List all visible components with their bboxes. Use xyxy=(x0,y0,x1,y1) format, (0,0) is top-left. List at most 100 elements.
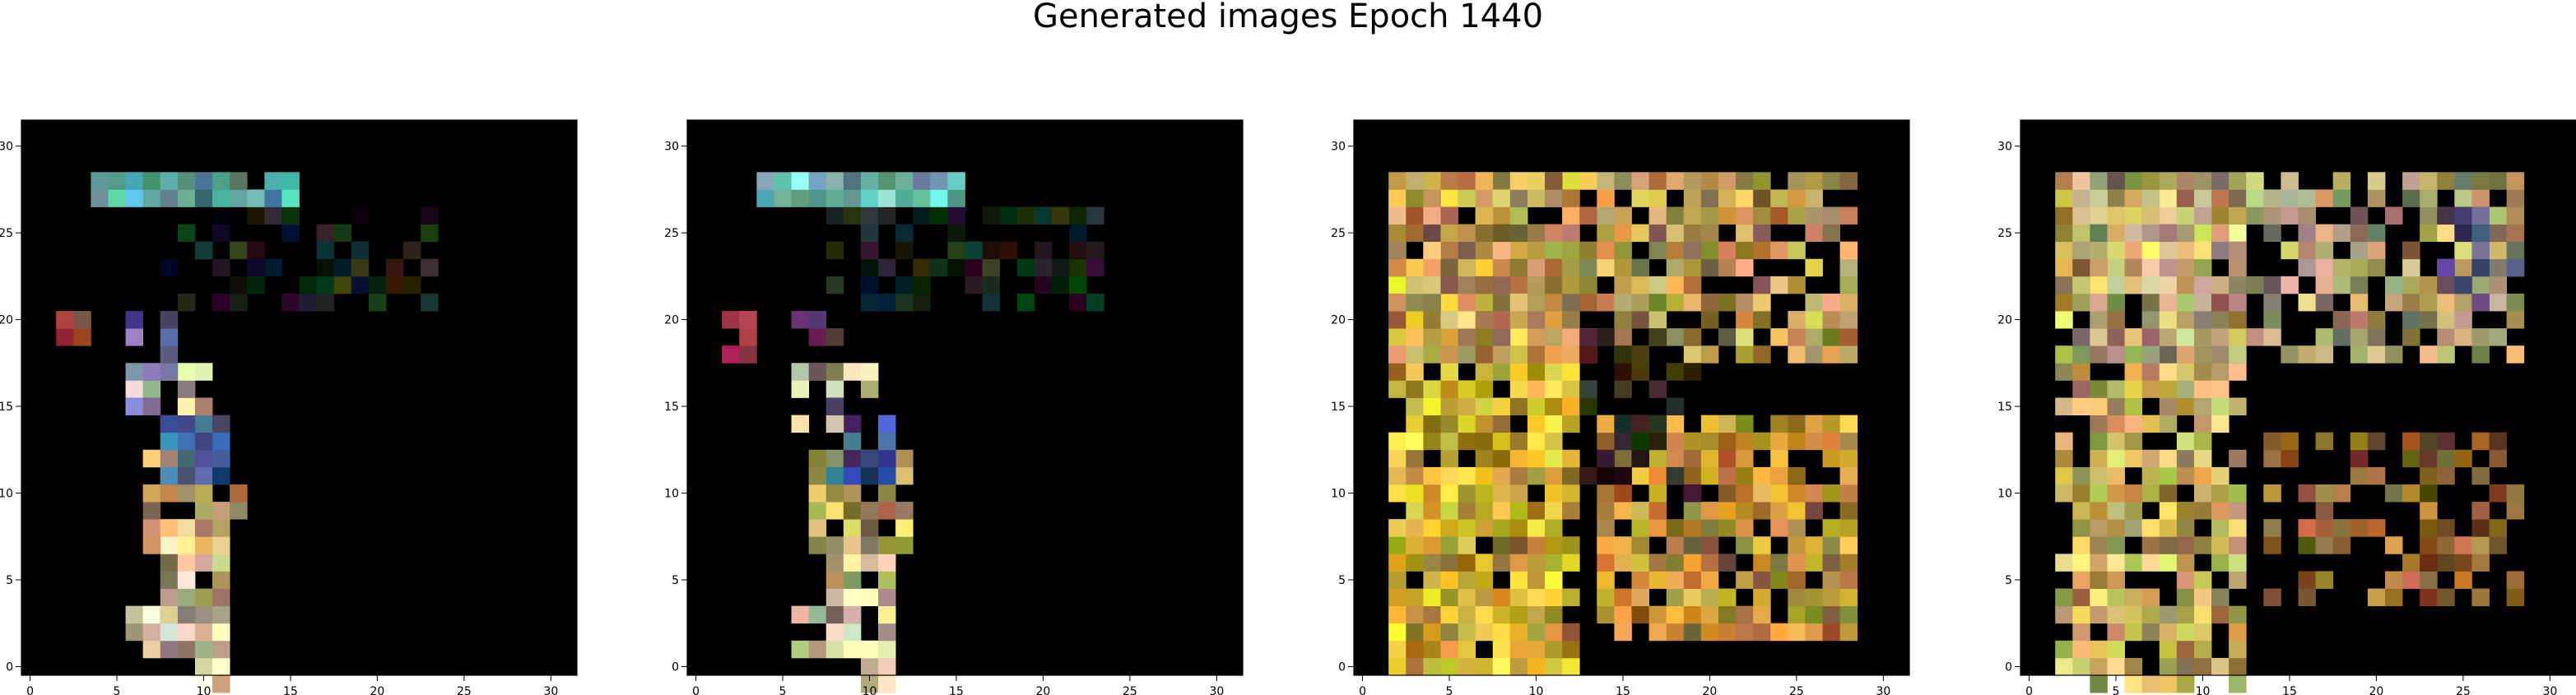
pixel-cell xyxy=(1648,571,1667,589)
pixel-cell xyxy=(1683,519,1702,537)
pixel-cell xyxy=(1839,466,1858,485)
pixel-cell xyxy=(2229,675,2247,693)
pixel-cell xyxy=(1597,536,1615,554)
pixel-cell xyxy=(1597,484,1615,503)
pixel-cell xyxy=(843,206,862,225)
pixel-cell xyxy=(194,241,213,260)
pixel-cell xyxy=(947,224,965,243)
pixel-cell xyxy=(2176,675,2195,693)
pixel-cell xyxy=(2055,640,2073,659)
pixel-cell xyxy=(2489,328,2508,346)
pixel-cell xyxy=(2281,172,2299,190)
pixel-cell xyxy=(2072,623,2090,642)
pixel-cell xyxy=(1527,432,1546,451)
pixel-cell xyxy=(2281,432,2299,451)
pixel-cell xyxy=(2506,241,2525,260)
pixel-cell xyxy=(1614,241,1632,260)
pixel-cell xyxy=(2471,206,2490,225)
pixel-cell xyxy=(1562,241,1580,260)
pixel-cell xyxy=(2141,484,2160,503)
pixel-cell xyxy=(2211,293,2230,312)
pixel-cell xyxy=(1458,345,1476,364)
x-tick-label: 25 xyxy=(1789,685,1804,695)
pixel-cell xyxy=(2124,397,2143,415)
pixel-cell xyxy=(1509,293,1528,312)
pixel-cell xyxy=(1683,623,1702,642)
pixel-cell xyxy=(1770,449,1788,468)
pixel-cell xyxy=(1648,605,1667,624)
pixel-cell xyxy=(1051,206,1070,225)
pixel-cell xyxy=(2072,640,2090,659)
x-tick-label: 30 xyxy=(1876,685,1890,695)
pixel-cell xyxy=(878,571,896,589)
pixel-cell xyxy=(2506,206,2525,225)
pixel-cell xyxy=(1839,623,1858,642)
pixel-cell xyxy=(1822,605,1841,624)
pixel-cell xyxy=(142,623,161,642)
pixel-cell xyxy=(177,224,196,243)
pixel-cell xyxy=(1788,536,1806,554)
pixel-cell xyxy=(160,484,179,503)
pixel-cell xyxy=(1475,363,1494,381)
pixel-cell xyxy=(808,449,827,468)
pixel-cell xyxy=(2281,345,2299,364)
pixel-cell xyxy=(2072,380,2090,398)
x-tick-label: 10 xyxy=(2196,685,2211,695)
pixel-cell xyxy=(1614,363,1632,381)
pixel-cell xyxy=(930,258,948,277)
pixel-cell xyxy=(947,189,965,207)
pixel-cell xyxy=(1423,224,1441,243)
pixel-cell xyxy=(2141,605,2160,624)
pixel-cell xyxy=(1631,519,1649,537)
pixel-cell xyxy=(1545,224,1563,243)
pixel-cell xyxy=(160,258,179,277)
x-tick-label: 5 xyxy=(2113,685,2120,695)
pixel-cell xyxy=(2055,311,2073,329)
pixel-cell xyxy=(1822,206,1841,225)
pixel-cell xyxy=(230,276,248,294)
pixel-cell xyxy=(1492,640,1511,659)
pixel-cell xyxy=(1492,623,1511,642)
pixel-cell xyxy=(825,172,844,190)
pixel-cell xyxy=(878,640,896,659)
pixel-cell xyxy=(2055,189,2073,207)
pixel-cell xyxy=(2124,345,2143,364)
pixel-cell xyxy=(2315,293,2334,312)
pixel-cell xyxy=(1666,241,1685,260)
pixel-cell xyxy=(2367,224,2386,243)
pixel-cell xyxy=(2124,328,2143,346)
pixel-cell xyxy=(1406,605,1424,624)
pixel-cell xyxy=(1440,311,1458,329)
pixel-cell xyxy=(825,588,844,607)
pixel-cell xyxy=(1440,502,1458,520)
pixel-cell xyxy=(1736,224,1754,243)
pixel-cell xyxy=(177,293,196,312)
pixel-cell xyxy=(1458,623,1476,642)
pixel-cell xyxy=(1527,640,1546,659)
pixel-cell xyxy=(2141,675,2160,693)
pixel-cell xyxy=(2298,588,2316,607)
x-tick-label: 20 xyxy=(2369,685,2384,695)
pixel-cell xyxy=(1631,293,1649,312)
pixel-cell xyxy=(860,380,879,398)
pixel-cell xyxy=(1527,380,1546,398)
pixel-cell xyxy=(895,172,914,190)
pixel-cell xyxy=(1527,241,1546,260)
pixel-cell xyxy=(1770,519,1788,537)
pixel-cell xyxy=(1839,588,1858,607)
x-tick-label: 30 xyxy=(2542,685,2557,695)
pixel-cell xyxy=(1562,311,1580,329)
pixel-cell xyxy=(2090,311,2108,329)
pixel-cell xyxy=(1839,432,1858,451)
pixel-cell xyxy=(878,657,896,676)
pixel-cell xyxy=(1736,328,1754,346)
pixel-cell xyxy=(1069,224,1087,243)
pixel-cell xyxy=(2315,258,2334,277)
pixel-cell xyxy=(1423,484,1441,503)
pixel-cell xyxy=(1700,432,1719,451)
pixel-cell xyxy=(2124,172,2143,190)
pixel-cell xyxy=(2281,189,2299,207)
pixel-cell xyxy=(1597,554,1615,572)
pixel-cell xyxy=(2090,605,2108,624)
pixel-cell xyxy=(351,241,370,260)
